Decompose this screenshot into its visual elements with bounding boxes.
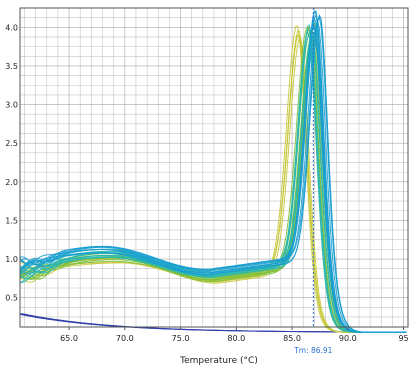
melt-curve-green-group (19, 37, 407, 333)
y-tick-label: 0.5 (5, 294, 18, 303)
melt-curve-blue-group (19, 13, 407, 333)
melt-curve-blue-group (19, 13, 407, 333)
y-tick-label: 3.5 (5, 62, 18, 71)
y-tick-label: 1.5 (5, 216, 18, 225)
y-tick-label: 2.5 (5, 139, 18, 148)
tm-marker: Tm: 86.91 (293, 8, 333, 355)
x-tick-label: 65.0 (60, 334, 78, 343)
x-tick-label: 90.0 (339, 334, 357, 343)
x-tick-label: 70.0 (116, 334, 134, 343)
y-axis: 0.5 1.0 1.5 2.0 2.5 3.0 3.5 4.0 (5, 23, 18, 302)
y-tick-label: 1.0 (5, 255, 18, 264)
y-tick-label: 3.0 (5, 101, 18, 110)
y-tick-label: 2.0 (5, 178, 18, 187)
x-axis: 65.0 70.0 75.0 80.0 85.0 90.0 95 (60, 327, 409, 343)
x-tick-label: 95 (398, 334, 408, 343)
x-tick-label: 85.0 (283, 334, 301, 343)
x-tick-label: 80.0 (227, 334, 245, 343)
tm-label: Tm: 86.91 (293, 346, 332, 355)
melt-curve-blue-group (19, 10, 407, 333)
x-axis-title: Temperature (°C) (179, 356, 258, 366)
y-tick-label: 4.0 (5, 23, 18, 32)
plot-frame (19, 7, 409, 328)
x-tick-label: 75.0 (172, 334, 190, 343)
